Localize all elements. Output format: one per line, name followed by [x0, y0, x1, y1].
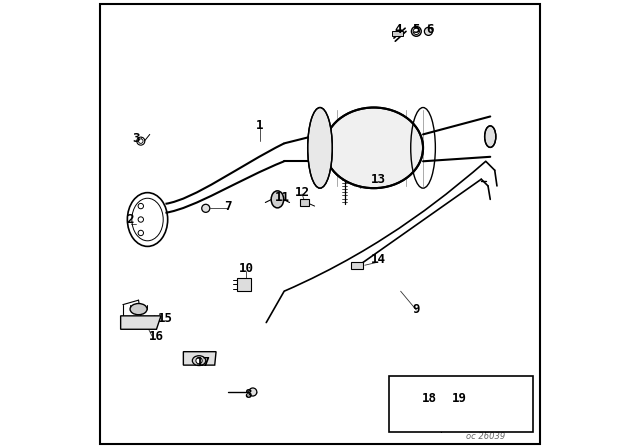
Ellipse shape — [398, 403, 410, 418]
Ellipse shape — [193, 356, 206, 366]
Text: 6: 6 — [426, 22, 433, 36]
Ellipse shape — [324, 108, 423, 188]
Ellipse shape — [130, 304, 147, 314]
Text: 13: 13 — [371, 172, 386, 186]
Ellipse shape — [484, 126, 496, 147]
Text: 12: 12 — [294, 186, 310, 199]
Ellipse shape — [249, 388, 257, 396]
Ellipse shape — [424, 27, 433, 35]
Text: 16: 16 — [149, 329, 164, 343]
Polygon shape — [439, 403, 454, 420]
Ellipse shape — [202, 204, 210, 212]
Text: 9: 9 — [413, 302, 420, 316]
Polygon shape — [121, 316, 161, 329]
Ellipse shape — [139, 139, 143, 143]
Text: 15: 15 — [158, 311, 173, 325]
Ellipse shape — [138, 217, 143, 222]
Ellipse shape — [138, 230, 143, 236]
Text: 18: 18 — [422, 392, 437, 405]
Ellipse shape — [196, 358, 202, 364]
Polygon shape — [470, 404, 486, 419]
Text: 5: 5 — [413, 22, 420, 36]
Ellipse shape — [413, 28, 419, 34]
Polygon shape — [470, 418, 486, 420]
Text: 2: 2 — [126, 213, 133, 226]
Text: 7: 7 — [225, 199, 232, 213]
Ellipse shape — [412, 26, 421, 36]
Text: 19: 19 — [451, 392, 467, 405]
Ellipse shape — [308, 108, 332, 188]
Text: 11: 11 — [275, 190, 289, 204]
Ellipse shape — [271, 191, 284, 208]
Text: 4: 4 — [395, 22, 402, 36]
Polygon shape — [351, 262, 362, 269]
Text: 14: 14 — [371, 253, 386, 267]
Bar — [392, 31, 403, 36]
Text: 3: 3 — [132, 132, 140, 146]
Polygon shape — [300, 199, 309, 206]
Text: 10: 10 — [239, 262, 253, 276]
Bar — [389, 376, 532, 432]
Text: oc 26039: oc 26039 — [466, 432, 506, 441]
Text: 8: 8 — [244, 388, 252, 401]
Text: 17: 17 — [196, 356, 211, 370]
Polygon shape — [184, 352, 216, 365]
Ellipse shape — [138, 203, 143, 209]
Polygon shape — [237, 278, 251, 291]
Text: 1: 1 — [256, 119, 263, 132]
